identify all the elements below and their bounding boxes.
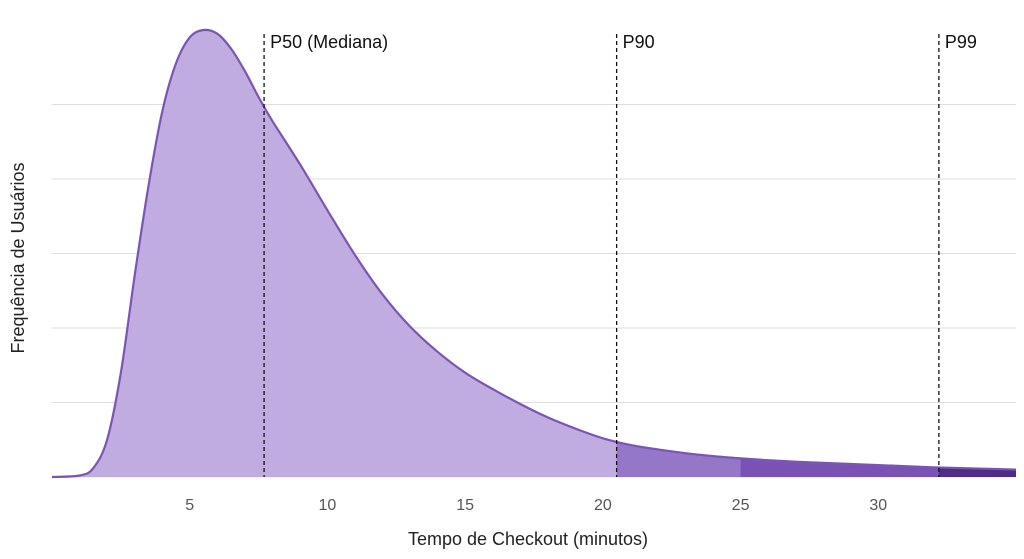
- shaded-region: [52, 29, 618, 477]
- shaded-regions: [52, 29, 1016, 477]
- y-axis-title: Frequência de Usuários: [8, 162, 28, 353]
- density-curve: [51, 28, 1017, 479]
- x-axis-title: Tempo de Checkout (minutos): [408, 529, 648, 549]
- percentile-markers: P50 (Mediana) P90 P99: [263, 32, 977, 477]
- percentile-label: P90: [623, 32, 655, 52]
- x-tick-label: 5: [185, 497, 194, 514]
- percentile-label: P99: [945, 32, 977, 52]
- x-tick-label: 15: [456, 497, 474, 514]
- x-tick-label: 20: [594, 497, 612, 514]
- x-tick-label: 30: [869, 497, 887, 514]
- percentile-label: P50 (Mediana): [270, 32, 388, 52]
- shaded-region: [616, 441, 742, 477]
- x-tick-label: 25: [732, 497, 750, 514]
- shaded-region: [740, 458, 940, 477]
- x-tick-label: 10: [319, 497, 337, 514]
- x-axis-ticks: 5 10 15 20 25 30: [185, 497, 887, 514]
